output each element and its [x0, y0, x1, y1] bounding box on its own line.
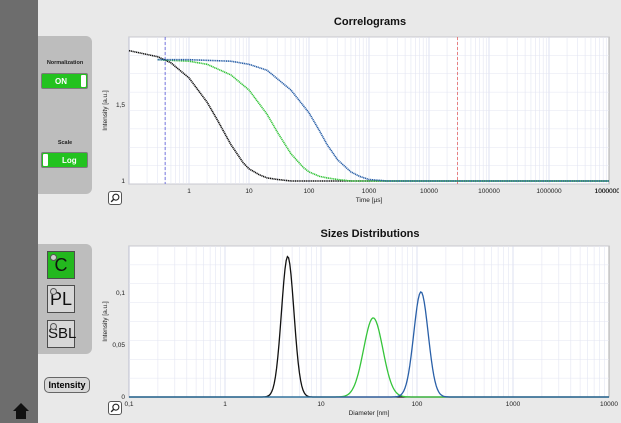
scale-label: Scale: [57, 140, 73, 146]
mode-button-c[interactable]: C: [47, 251, 75, 279]
y-tick-label: 1: [121, 178, 125, 185]
x-tick-label: 100000: [478, 188, 500, 195]
normalization-label: Normalization: [46, 60, 84, 66]
mode-button-pl[interactable]: PL: [47, 285, 75, 313]
normalization-toggle[interactable]: ON: [41, 73, 88, 89]
x-tick-label: 10: [245, 188, 253, 195]
y-tick-label: 0,1: [116, 290, 125, 297]
sizes-title: Sizes Distributions: [320, 228, 420, 240]
series-line-blue: [157, 58, 609, 182]
x-tick-label: 1: [223, 401, 227, 408]
correlograms-chart: 1 10 100 1000 10000 100000 1000000 100000001000…: [102, 36, 619, 204]
scale-toggle[interactable]: Log: [41, 152, 88, 168]
x-tick-label: 100000000: [595, 188, 619, 195]
series-line-green: [157, 58, 609, 182]
left-rail: [0, 0, 38, 423]
y-tick-label: 0: [121, 394, 125, 401]
x-tick-label: 1000000: [536, 188, 562, 195]
zoom-icon[interactable]: [108, 191, 122, 205]
series-line-blue: [129, 291, 609, 398]
sizes-chart: 0,1 1 10 100 1000 10000 0 0,05 0,1 Diameter [nm] I…: [102, 245, 618, 417]
x-tick-label: 1000: [506, 401, 521, 408]
correlograms-title: Correlograms: [333, 16, 407, 28]
scale-state: Log: [62, 156, 77, 165]
x-axis-label: Time [µs]: [356, 197, 383, 204]
y-axis-label: Intensity [a.u.]: [102, 301, 109, 342]
toggle-knob: [81, 75, 86, 87]
y-tick-label: 0,05: [112, 342, 125, 349]
y-tick-label: 1,5: [116, 102, 125, 109]
x-tick-label: 10: [317, 401, 325, 408]
x-tick-label: 10000000: [595, 188, 619, 195]
x-tick-label: 10000: [420, 188, 438, 195]
indicator-dot: [50, 254, 57, 261]
y-axis-label: Intensity [a.u.]: [102, 90, 109, 131]
mode-label: C: [54, 255, 68, 275]
home-icon[interactable]: [12, 402, 30, 420]
x-axis-label: Diameter [nm]: [349, 410, 390, 417]
toggle-knob: [43, 154, 48, 166]
x-tick-label: 0,1: [124, 401, 133, 408]
x-tick-label: 10000: [600, 401, 618, 408]
indicator-dot: [50, 288, 57, 295]
indicator-dot: [50, 323, 57, 330]
x-tick-label: 1: [187, 188, 191, 195]
x-tick-label: 1000: [362, 188, 377, 195]
normalization-state: ON: [55, 77, 67, 86]
x-tick-label: 100: [304, 188, 315, 195]
series-line-black: [128, 49, 609, 182]
intensity-button[interactable]: Intensity: [44, 377, 90, 393]
zoom-icon[interactable]: [108, 401, 122, 415]
mode-button-sbl[interactable]: SBL: [47, 320, 76, 348]
x-tick-label: 100: [412, 401, 423, 408]
